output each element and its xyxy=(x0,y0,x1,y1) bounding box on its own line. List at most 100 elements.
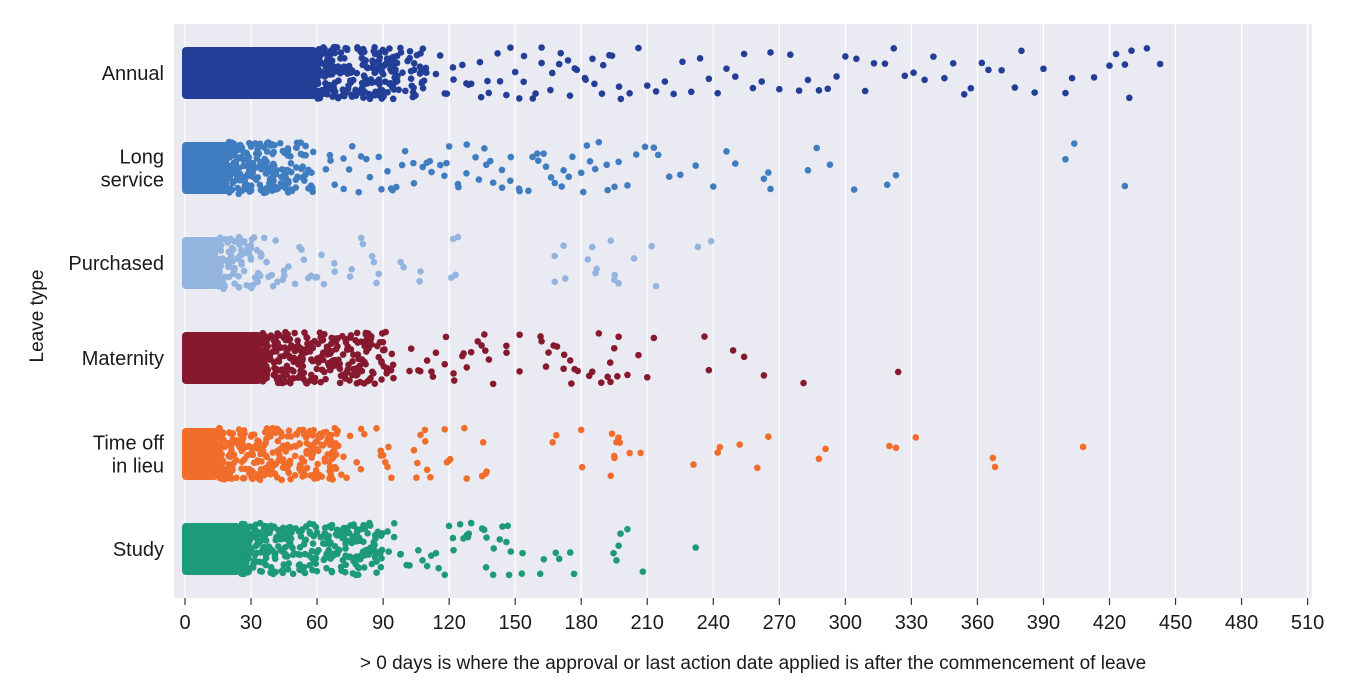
data-point xyxy=(416,278,423,285)
data-point xyxy=(337,49,345,56)
data-point xyxy=(245,139,253,147)
data-point xyxy=(356,362,364,370)
data-point xyxy=(388,474,395,482)
data-point xyxy=(273,374,280,381)
data-point xyxy=(545,349,552,356)
data-point xyxy=(360,564,368,571)
data-point xyxy=(287,160,295,167)
data-point xyxy=(216,235,224,242)
data-point xyxy=(381,78,389,85)
data-point xyxy=(296,551,304,559)
data-point xyxy=(339,351,347,358)
data-point xyxy=(626,449,633,457)
data-point xyxy=(813,144,821,152)
data-point xyxy=(998,66,1005,74)
data-point xyxy=(421,438,429,445)
data-point xyxy=(765,433,772,440)
data-point xyxy=(275,543,282,550)
data-point xyxy=(219,457,226,464)
data-point xyxy=(519,549,526,557)
series-purchased xyxy=(182,233,715,293)
data-point xyxy=(421,426,429,434)
data-point xyxy=(443,159,450,167)
data-point xyxy=(246,470,253,477)
data-point xyxy=(833,73,840,80)
data-point xyxy=(985,66,992,74)
data-point xyxy=(415,547,422,554)
data-point xyxy=(296,243,303,251)
data-point xyxy=(231,439,238,446)
data-point xyxy=(258,568,266,575)
x-tick-label: 180 xyxy=(565,612,598,634)
data-point xyxy=(271,141,278,149)
data-point xyxy=(736,441,743,448)
data-point xyxy=(1011,84,1019,91)
data-point xyxy=(701,333,708,340)
data-point xyxy=(978,59,986,67)
data-point xyxy=(624,182,631,189)
data-point xyxy=(303,334,311,342)
data-point xyxy=(294,337,301,345)
data-point xyxy=(248,236,256,243)
data-point xyxy=(263,258,270,266)
data-point xyxy=(476,58,484,66)
data-point xyxy=(427,473,434,481)
data-point xyxy=(610,344,618,352)
data-point xyxy=(335,77,342,85)
data-point xyxy=(332,530,340,538)
data-point xyxy=(215,282,222,290)
data-point xyxy=(479,438,487,446)
x-tick-label: 240 xyxy=(697,612,730,634)
data-point xyxy=(883,181,891,189)
x-tick-label: 150 xyxy=(498,612,531,634)
data-point xyxy=(826,161,834,169)
data-point xyxy=(342,545,349,552)
data-point xyxy=(246,523,254,530)
data-point xyxy=(340,453,347,461)
data-point xyxy=(597,379,605,387)
data-point xyxy=(579,188,587,196)
data-point xyxy=(560,166,567,174)
data-point xyxy=(578,463,586,471)
data-point xyxy=(387,185,395,192)
data-point xyxy=(306,348,314,355)
data-point xyxy=(428,168,435,176)
data-point xyxy=(329,93,336,100)
data-point xyxy=(368,333,375,340)
data-point xyxy=(340,532,348,539)
data-point xyxy=(448,274,455,282)
data-point xyxy=(503,91,510,99)
data-point xyxy=(214,450,222,458)
data-point xyxy=(529,153,536,161)
data-point xyxy=(278,367,285,374)
data-point xyxy=(226,149,234,156)
data-point xyxy=(225,248,233,256)
data-point xyxy=(912,434,920,441)
data-point xyxy=(607,472,615,480)
data-point xyxy=(375,91,383,99)
data-point xyxy=(387,366,395,374)
data-point xyxy=(610,276,618,284)
data-point xyxy=(406,54,414,62)
data-point xyxy=(390,374,397,382)
data-point xyxy=(481,145,488,152)
data-point xyxy=(445,457,453,464)
data-point xyxy=(516,368,523,375)
data-point xyxy=(410,60,418,67)
data-point xyxy=(341,568,349,576)
data-point xyxy=(652,282,660,290)
data-point xyxy=(303,439,311,447)
data-point xyxy=(217,257,224,265)
data-point xyxy=(463,141,471,148)
data-point xyxy=(574,367,582,375)
data-point xyxy=(410,84,417,92)
data-point xyxy=(309,188,316,196)
data-point xyxy=(267,165,275,173)
data-point xyxy=(624,371,631,379)
data-point xyxy=(804,167,812,174)
data-point xyxy=(250,459,258,467)
data-point xyxy=(390,86,398,93)
x-tick-label: 90 xyxy=(372,612,394,634)
data-point xyxy=(325,458,333,465)
data-point xyxy=(243,529,251,537)
